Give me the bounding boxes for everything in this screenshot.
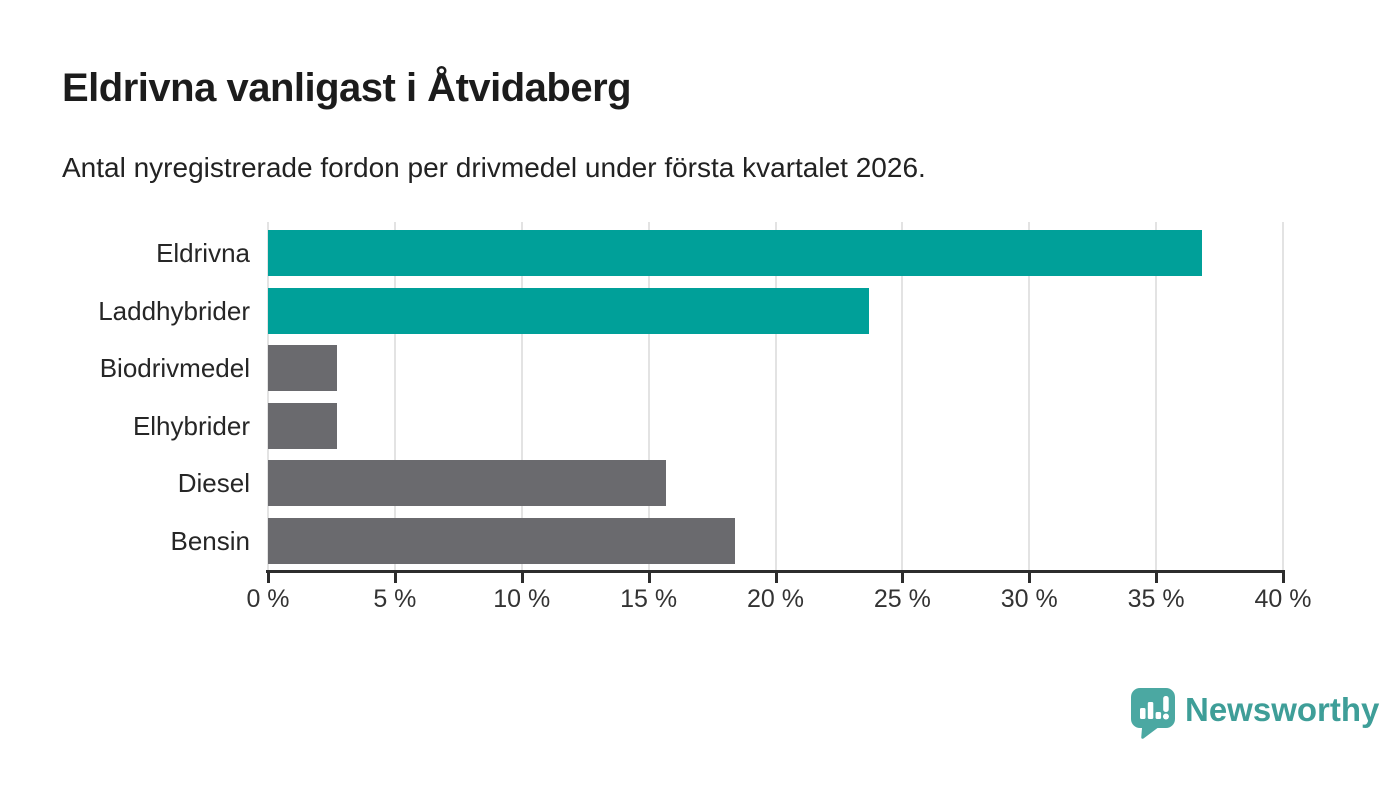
gridline-0-pct: [267, 222, 269, 571]
chart-title: Eldrivna vanligast i Åtvidaberg: [62, 66, 632, 110]
gridline-40-pct: [1282, 222, 1284, 571]
x-tick-35-pct: [1155, 570, 1159, 583]
x-tick-label-0-pct: 0 %: [246, 585, 290, 613]
x-tick-label-30-pct: 30 %: [1000, 585, 1058, 613]
newsworthy-wordmark: Newsworthy: [1185, 691, 1380, 728]
x-tick-label-25-pct: 25 %: [873, 585, 931, 613]
gridline-15-pct: [647, 222, 650, 571]
category-label-diesel: Diesel: [177, 468, 250, 498]
x-tick-0-pct: [267, 570, 270, 583]
bar-laddhybrider: [268, 287, 870, 334]
chart-subtitle: Antal nyregistrerade fordon per drivmede…: [62, 152, 926, 183]
x-tick-label-10-pct: 10 %: [493, 585, 551, 613]
gridline-10-pct: [520, 222, 523, 571]
bar-diesel: [268, 460, 667, 506]
newsworthy-logo: Newsworthy: [1131, 688, 1379, 744]
gridline-30-pct: [1028, 222, 1031, 571]
bar-elhybrider: [268, 402, 337, 449]
x-tick-15-pct: [647, 570, 651, 583]
plot-area: [267, 222, 1284, 571]
x-tick-label-15-pct: 15 %: [620, 585, 678, 613]
x-tick-label-5-pct: 5 %: [373, 585, 417, 613]
category-label-elhybrider: Elhybrider: [132, 410, 250, 441]
newsworthy-bubble-barchart-icon: [1131, 688, 1175, 744]
gridline-5-pct: [393, 222, 396, 571]
x-tick-10-pct: [520, 570, 524, 583]
category-label-laddhybrider: Laddhybrider: [98, 295, 250, 326]
bar-biodrivmedel: [268, 345, 337, 391]
x-tick-30-pct: [1028, 570, 1032, 583]
x-tick-label-20-pct: 20 %: [747, 585, 804, 613]
gridline-20-pct: [774, 222, 777, 571]
x-tick-40-pct: [1282, 570, 1285, 583]
bar-eldrivna: [268, 230, 1202, 276]
x-tick-label-35-pct: 35 %: [1127, 585, 1185, 613]
bar-bensin: [268, 517, 735, 564]
category-label-bensin: Bensin: [170, 525, 251, 556]
category-label-biodrivmedel: Biodrivmedel: [99, 353, 250, 383]
x-tick-20-pct: [774, 570, 778, 583]
x-tick-label-40-pct: 40 %: [1254, 585, 1312, 613]
gridline-35-pct: [1155, 222, 1158, 571]
gridline-25-pct: [901, 222, 904, 571]
category-label-eldrivna: Eldrivna: [156, 238, 250, 268]
x-tick-25-pct: [901, 570, 905, 583]
x-tick-5-pct: [393, 570, 397, 583]
